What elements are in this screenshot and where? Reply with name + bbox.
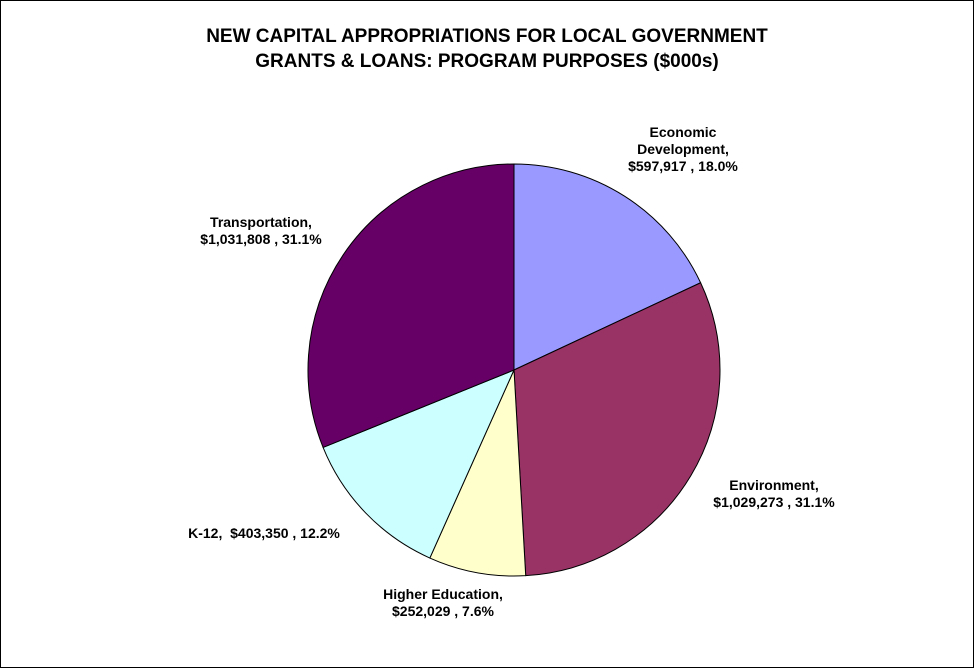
data-label-line: Higher Education,	[383, 586, 503, 602]
data-label-line: K-12, $403,350 , 12.2%	[188, 525, 340, 541]
pie-data-labels: Economic Development, $597,917 , 18.0% Envi…	[188, 124, 835, 619]
pie-slice-k-12	[322, 369, 515, 559]
data-label-higher-education: Higher Education, $252,029 , 7.6%	[383, 586, 503, 619]
chart-title-line-1: NEW CAPITAL APPROPRIATIONS FOR LOCAL GOV…	[206, 26, 768, 47]
data-label-line: $252,029 , 7.6%	[392, 603, 495, 619]
data-label-line: Development,	[637, 141, 729, 157]
pie-slices	[307, 163, 721, 577]
chart-title: NEW CAPITAL APPROPRIATIONS FOR LOCAL GOV…	[0, 24, 974, 74]
data-label-line: Transportation,	[210, 214, 312, 230]
pie-slice-transportation	[307, 163, 515, 448]
data-label-line: $1,031,808 , 31.1%	[200, 231, 322, 247]
data-label-line: $1,029,273 , 31.1%	[713, 494, 835, 510]
data-label-line: $597,917 , 18.0%	[628, 158, 738, 174]
chart-title-line-2: GRANTS & LOANS: PROGRAM PURPOSES ($000s)	[255, 51, 719, 72]
data-label-transportation: Transportation, $1,031,808 , 31.1%	[200, 214, 322, 247]
data-label-environment: Environment, $1,029,273 , 31.1%	[713, 477, 835, 510]
pie-slice-higher-education	[429, 369, 527, 577]
data-label-line: Environment,	[729, 477, 818, 493]
pie-slice-environment	[513, 282, 721, 577]
data-label-k-12: K-12, $403,350 , 12.2%	[188, 525, 340, 541]
data-label-economic-development: Economic Development, $597,917 , 18.0%	[628, 124, 738, 174]
data-label-line: Economic	[650, 124, 717, 140]
pie-slice-economic-development	[513, 163, 702, 371]
